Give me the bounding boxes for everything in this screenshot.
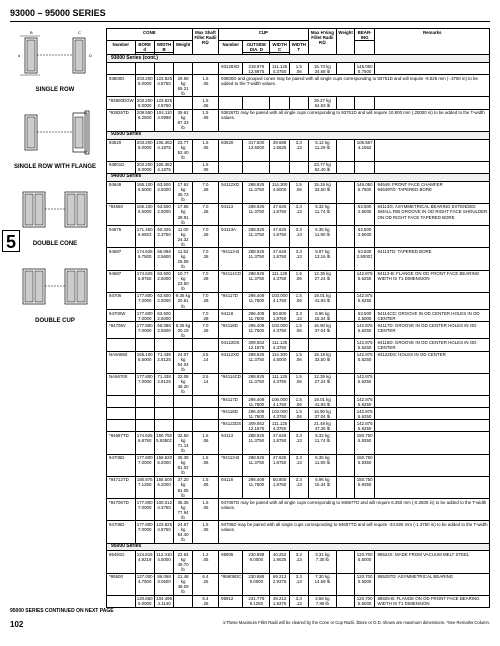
page-number: 102 (10, 620, 23, 629)
th-number-1: Number (107, 41, 136, 55)
table-row: 94706D177.8007.0000123.8254.875024.67 kg… (107, 521, 490, 543)
table-row: 93520203.2008.0000106.3624.187523.77 kg5… (107, 139, 490, 161)
table-row: 120.6505.0000104.4964.11406.4.2595912231… (107, 595, 490, 607)
section-number: 5 (2, 230, 20, 252)
th-max-shaft: Max Shaft Fillet Radii R① (192, 29, 218, 55)
table-row: *93826TD209.5508.2500104.1104.098839.61 … (107, 109, 490, 131)
table-row: 94122DS309.56212.1875111.1254.3750142.87… (107, 339, 490, 351)
table-row: 93800D203.2008.0000123.8254.875029.58 kg… (107, 75, 490, 97)
th-bore: BORE d (135, 41, 154, 53)
table-row: 93500 Series (107, 131, 490, 139)
diagram-single-row: d D B C SINGLE ROW (10, 28, 100, 93)
double-cup-svg (15, 259, 95, 314)
double-cone-svg (15, 182, 95, 237)
th-weight: Weight (337, 29, 355, 55)
single-row-svg: d D B C (15, 28, 95, 83)
page-header: 93000 – 95000 SERIES (10, 8, 490, 22)
table-row: *94687TD174.6256.8750150.7505.9350‡32.50… (107, 432, 490, 454)
th-width-c: WIDTH C (270, 41, 290, 53)
table-row: 94706177.8007.000063.5002.50009.35 kg20.… (107, 292, 490, 309)
table-row: *94706V177.8007.000065.0882.56009.35 kg2… (107, 322, 490, 339)
th-cup: CUP (219, 29, 308, 41)
continuation-note: 95000 SERIES CONTINUED ON NEXT PAGE (10, 608, 490, 614)
table-row: *94712TD180.9757.1250156.5006.200037.20 … (107, 476, 490, 498)
table-row: 94687174.6256.750065.0882.560011.52 kg25… (107, 248, 490, 270)
th-weight-2: Weight (174, 41, 192, 55)
table-row: 93000 Series (cont.) (107, 55, 490, 63)
th-outside: OUTSIDE DIA. D (243, 41, 270, 53)
table-row: 94700W177.8007.000063.5002.50007.0.28941… (107, 310, 490, 322)
table-row: 93126XD319.97612.5975111.1254.37501.5.06… (107, 63, 490, 75)
diagrams-column: d D B C SINGLE ROW SINGLE ROW WITH FLANG… (10, 28, 100, 608)
diagram-label-1: SINGLE ROW WITH FLANGE (10, 164, 100, 170)
svg-text:d: d (18, 53, 20, 58)
single-row-flange-svg (15, 105, 95, 160)
diagram-label-3: DOUBLE CUP (10, 318, 100, 324)
th-width-t: WIDTH T (289, 41, 308, 55)
data-table-wrapper: CONE Max Shaft Fillet Radii R① CUP Max H… (106, 28, 490, 608)
diagram-single-row-flange: SINGLE ROW WITH FLANGE (10, 105, 100, 170)
table-row: *94118D296.40811.7500103.0004.37501.5.06… (107, 408, 490, 420)
footnote: ①These Maximum Fillet Radii will be clea… (222, 620, 490, 629)
th-max-ring: Max H'sing Fillet Radii R① (308, 29, 337, 55)
diagram-double-cup: DOUBLE CUP (10, 259, 100, 324)
th-remarks: Remarks (375, 29, 490, 55)
table-row: NA94700177.8007.000071.4382.812522.08 kg… (107, 373, 490, 395)
table-row: *93800DGW203.2008.0000123.8254.87501.5.0… (107, 97, 490, 109)
table-row: 95491D124.8164.9219112.4104.500022.54 kg… (107, 551, 490, 573)
svg-text:D: D (89, 53, 92, 58)
th-cone: CONE (107, 29, 193, 41)
bearing-table: CONE Max Shaft Fillet Radii R① CUP Max H… (106, 28, 490, 608)
table-row: 93801D203.2008.0000106.3624.18751.5.0623… (107, 161, 490, 173)
diagram-label-0: SINGLE ROW (10, 87, 100, 93)
table-row: 94000 Series (107, 173, 490, 181)
table-row: 94687174.6256.875063.5002.500010.77 kg23… (107, 270, 490, 292)
table-row: NA94650165.1006.500071.4382.812524.07 kg… (107, 351, 490, 373)
diagram-label-2: DOUBLE CONE (10, 241, 100, 247)
table-row: 94675171.4506.692360.3252.375011.00 kg24… (107, 226, 490, 248)
table-row: *95500127.0004.750086.0683.060021.48 kg4… (107, 573, 490, 595)
th-number-2: Number (219, 41, 243, 55)
table-row: 94706D177.8007.0000156.5206.200035.39 kg… (107, 454, 490, 476)
svg-text:B: B (30, 30, 33, 35)
svg-text:C: C (78, 30, 81, 35)
table-row: *94650165.1006.500063.5002.500017.65 kg3… (107, 203, 490, 225)
table-row: *94117D296.40811.7500106.0004.17501.5.06… (107, 396, 490, 408)
table-row: 94649165.1006.500063.5002.500017.62 kg35… (107, 181, 490, 203)
table-row: *94122DS309.56212.1875111.1254.375021.48… (107, 420, 490, 432)
table-row: *94706TD177.8007.0000100.0124.375035.35 … (107, 499, 490, 521)
table-row: 95000 Series (107, 543, 490, 551)
th-bearing: BEAR-ING (354, 29, 375, 41)
diagram-double-cone: DOUBLE CONE (10, 182, 100, 247)
th-width-b: WIDTH B (154, 41, 174, 53)
